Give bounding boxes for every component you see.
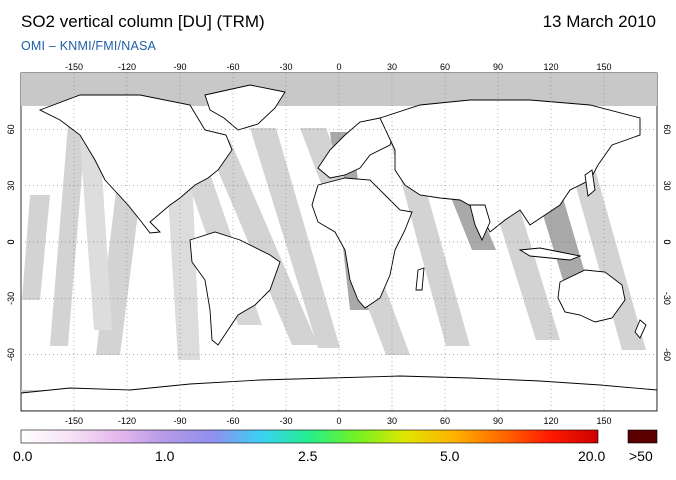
lon-tick-label: 0 bbox=[336, 62, 341, 72]
lat-tick-label: 60 bbox=[662, 124, 672, 134]
lon-tick-label: 0 bbox=[336, 416, 341, 426]
lon-tick-label: -120 bbox=[118, 416, 136, 426]
map-date: 13 March 2010 bbox=[542, 12, 656, 31]
longitude-labels-top: -150 -120 -90 -60 -30 0 30 60 90 120 150 bbox=[65, 62, 612, 72]
legend-label-5: >50 bbox=[629, 448, 653, 464]
lon-tick-label: -150 bbox=[65, 62, 83, 72]
lon-tick-label: -30 bbox=[279, 416, 292, 426]
legend-overflow-box bbox=[627, 429, 658, 444]
legend-label-2: 2.5 bbox=[298, 448, 318, 464]
lat-tick-label: 0 bbox=[6, 239, 16, 244]
legend-colorbar bbox=[20, 429, 599, 444]
map-title: SO2 vertical column [DU] (TRM) bbox=[21, 12, 265, 31]
lon-tick-label: 90 bbox=[493, 62, 503, 72]
legend-label-0: 0.0 bbox=[13, 448, 33, 464]
longitude-labels-bottom: -150 -120 -90 -60 -30 0 30 60 90 120 150 bbox=[65, 416, 612, 426]
lat-tick-label: 30 bbox=[662, 181, 672, 191]
south-america bbox=[189, 231, 281, 346]
lat-tick-label: 0 bbox=[6, 239, 16, 244]
legend-label-1: 1.0 bbox=[155, 448, 175, 464]
lon-tick-label: 150 bbox=[596, 416, 611, 426]
lon-tick-label: -60 bbox=[226, 416, 239, 426]
lon-tick-label: -150 bbox=[65, 416, 83, 426]
australia bbox=[557, 269, 626, 323]
lat-tick-label: -60 bbox=[6, 348, 16, 361]
data-credit: OMI – KNMI/FMI/NASA bbox=[21, 39, 157, 53]
lon-tick-label: -120 bbox=[118, 62, 136, 72]
lon-tick-label: 30 bbox=[387, 62, 397, 72]
lat-tick-label: 30 bbox=[6, 181, 16, 191]
indonesia bbox=[518, 247, 582, 261]
lat-tick-label: -60 bbox=[662, 348, 672, 361]
lat-tick-label: 0 bbox=[662, 239, 672, 244]
greenland bbox=[204, 84, 286, 131]
lon-tick-label: -90 bbox=[173, 416, 186, 426]
lat-tick-label: 60 bbox=[6, 124, 16, 134]
lon-tick-label: -30 bbox=[279, 62, 292, 72]
lon-tick-label: 90 bbox=[493, 416, 503, 426]
north-america bbox=[38, 94, 233, 234]
legend-label-4: 20.0 bbox=[578, 448, 606, 464]
lon-tick-label: 60 bbox=[440, 416, 450, 426]
lat-tick-label: -30 bbox=[6, 292, 16, 305]
lat-tick-label: -30 bbox=[662, 292, 672, 305]
lon-tick-label: 30 bbox=[387, 416, 397, 426]
lat-tick-label: 0 bbox=[662, 239, 672, 244]
africa bbox=[311, 177, 413, 309]
lon-tick-label: 120 bbox=[543, 62, 558, 72]
graticule bbox=[21, 73, 657, 411]
lon-tick-label: -90 bbox=[173, 62, 186, 72]
lon-tick-label: -60 bbox=[226, 62, 239, 72]
legend-label-3: 5.0 bbox=[440, 448, 460, 464]
lon-tick-label: 120 bbox=[543, 416, 558, 426]
lon-tick-label: 60 bbox=[440, 62, 450, 72]
lon-tick-label: 150 bbox=[596, 62, 611, 72]
